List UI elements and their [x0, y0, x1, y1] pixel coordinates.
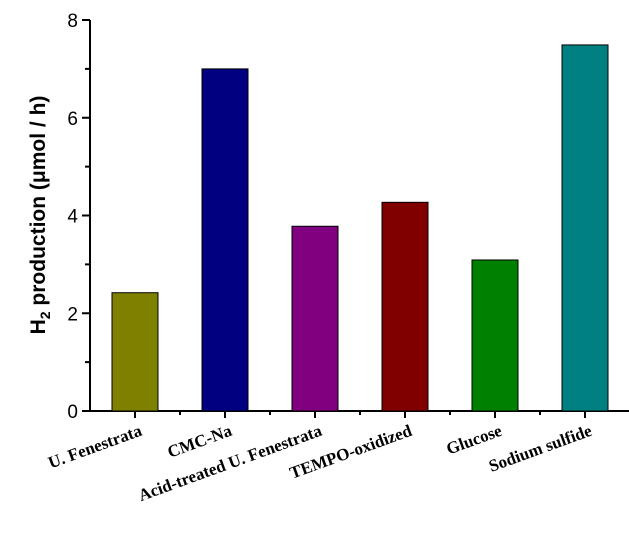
y-tick-label: 8: [67, 11, 78, 32]
x-tick-label: Sodium sulfide: [486, 421, 595, 476]
y-tick-label: 2: [67, 304, 78, 325]
x-tick-label: U. Fenestrata: [46, 421, 145, 473]
bar-u-fenestrata: [111, 292, 159, 412]
y-axis-label-main: H: [27, 319, 50, 334]
bar-glucose: [471, 259, 519, 412]
y-tick-label: 0: [67, 402, 78, 423]
y-tick-label: 6: [67, 109, 78, 130]
bar-tempo-oxidized: [381, 201, 429, 412]
x-tick-label: Glucose: [444, 421, 505, 459]
y-tick-label: 4: [67, 207, 78, 228]
bar-cmc-na: [201, 68, 249, 412]
y-axis-label-subscript: 2: [37, 311, 53, 319]
bar-acid-treated-u-fenestrata: [291, 225, 339, 412]
y-axis-label: H2 production (μmol / h): [27, 96, 53, 335]
bar-sodium-sulfide: [561, 44, 609, 412]
y-axis-label-rest: production (μmol / h): [27, 96, 50, 312]
